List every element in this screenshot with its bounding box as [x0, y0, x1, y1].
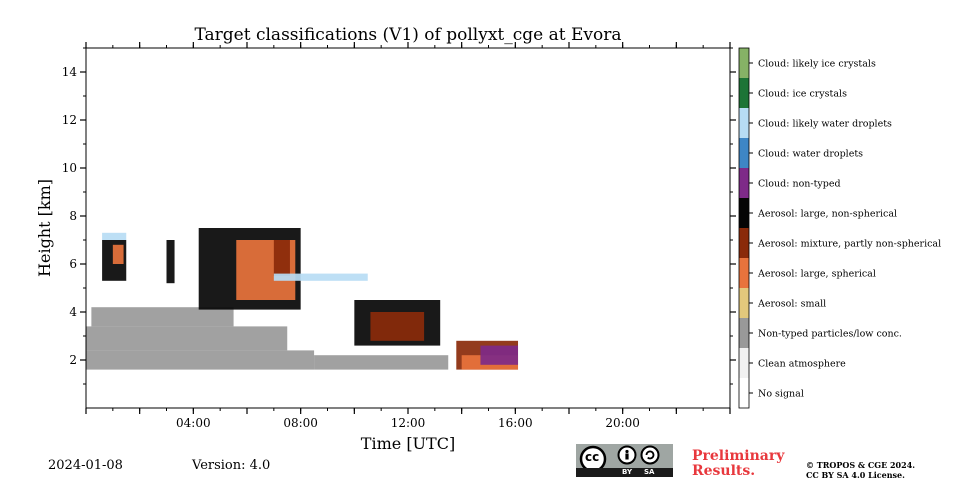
heatmap-region	[91, 307, 234, 327]
y-axis-label: Height [km]	[35, 179, 54, 277]
legend-label: Cloud: likely water droplets	[758, 119, 892, 130]
legend-label: Aerosol: small	[757, 299, 826, 310]
copyright-notice: © TROPOS & CGE 2024. CC BY SA 4.0 Licens…	[806, 460, 915, 480]
version-label: Version: 4.0	[192, 458, 271, 473]
legend-swatch	[739, 198, 749, 228]
y-tick-label: 14	[62, 65, 78, 79]
heatmap-region	[112, 244, 124, 264]
legend-swatch	[739, 318, 749, 348]
legend-swatch	[739, 78, 749, 108]
y-tick-label: 4	[69, 305, 77, 319]
x-tick-label: 08:00	[283, 416, 318, 430]
y-tick-label: 8	[69, 209, 77, 223]
y-tick-label: 2	[69, 353, 77, 367]
x-tick-label: 04:00	[176, 416, 211, 430]
legend-label: Non-typed particles/low conc.	[758, 329, 902, 340]
legend-label: Aerosol: large, spherical	[757, 269, 876, 280]
heatmap-region	[86, 350, 315, 370]
cc-text: cc	[585, 450, 600, 464]
legend-swatch	[739, 48, 749, 78]
legend-swatch	[739, 228, 749, 258]
legend-label: Clean atmosphere	[758, 359, 846, 370]
legend-label: No signal	[758, 389, 804, 400]
legend-label: Cloud: likely ice crystals	[758, 59, 876, 70]
cc-icon	[579, 445, 660, 473]
cc-by-label: BY	[622, 468, 633, 476]
legend-label: Aerosol: large, non-spherical	[757, 209, 897, 220]
legend-swatch	[739, 138, 749, 168]
heatmap-region	[86, 326, 288, 351]
preliminary-line-1: Preliminary	[692, 448, 785, 464]
legend-swatch	[739, 258, 749, 288]
cc-sa-label: SA	[644, 468, 655, 476]
legend-swatch	[739, 168, 749, 198]
heatmap-region	[480, 345, 519, 365]
y-tick-label: 6	[69, 257, 77, 271]
legend-swatch	[739, 108, 749, 138]
heatmap-region	[273, 273, 368, 281]
legend-label: Cloud: ice crystals	[758, 89, 847, 100]
legend-label: Aerosol: mixture, partly non-spherical	[757, 239, 941, 250]
y-tick-label: 12	[62, 113, 77, 127]
heatmap-region	[273, 240, 290, 276]
copyright-line-1: © TROPOS & CGE 2024.	[806, 460, 916, 470]
legend-label: Cloud: non-typed	[758, 179, 841, 190]
copyright-line-2: CC BY SA 4.0 License.	[806, 470, 905, 480]
legend-label: Cloud: water droplets	[758, 149, 863, 160]
date-label: 2024-01-08	[48, 458, 123, 473]
x-tick-label: 20:00	[605, 416, 640, 430]
y-tick-label: 10	[62, 161, 77, 175]
heatmap-region	[102, 232, 127, 240]
heatmap-region	[314, 355, 449, 370]
legend-swatch	[739, 348, 749, 378]
x-axis-label: Time [UTC]	[361, 434, 455, 453]
x-tick-label: 12:00	[391, 416, 426, 430]
heatmap-region	[166, 240, 175, 284]
cc-license-badge: cc BY SA	[576, 444, 673, 477]
x-tick-label: 16:00	[498, 416, 533, 430]
preliminary-line-2: Results.	[692, 463, 756, 479]
legend-swatch	[739, 288, 749, 318]
heatmap-region	[370, 312, 425, 341]
preliminary-notice: Preliminary Results.	[692, 449, 784, 479]
legend-frame	[738, 47, 750, 409]
chart-title: Target classifications (V1) of pollyxt_c…	[194, 25, 622, 45]
legend-swatch	[739, 378, 749, 408]
